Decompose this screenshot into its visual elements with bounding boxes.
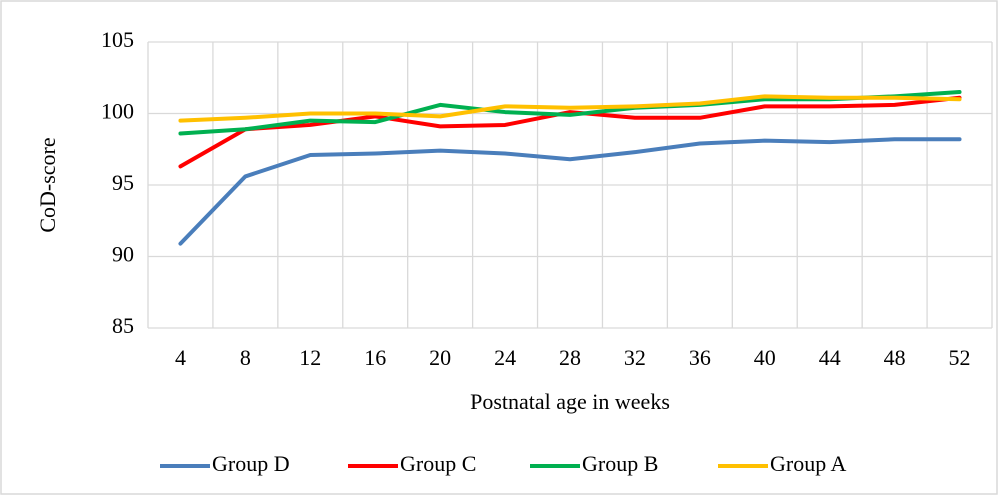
x-tick-label: 20 — [429, 345, 451, 370]
legend-label: Group A — [770, 451, 847, 476]
x-tick-label: 8 — [240, 345, 251, 370]
legend-label: Group B — [582, 451, 658, 476]
y-tick-label: 85 — [112, 313, 134, 338]
x-tick-label: 28 — [559, 345, 581, 370]
x-tick-label: 12 — [299, 345, 321, 370]
x-tick-label: 36 — [689, 345, 711, 370]
x-tick-label: 24 — [494, 345, 516, 370]
legend-label: Group C — [400, 451, 476, 476]
x-tick-label: 52 — [949, 345, 971, 370]
x-tick-label: 16 — [364, 345, 386, 370]
y-tick-label: 105 — [101, 27, 134, 52]
x-tick-label: 32 — [624, 345, 646, 370]
x-tick-label: 44 — [819, 345, 841, 370]
legend-label: Group D — [212, 451, 290, 476]
series-line — [178, 137, 962, 246]
y-tick-label: 95 — [112, 170, 134, 195]
y-tick-label: 90 — [112, 242, 134, 267]
x-tick-label: 4 — [175, 345, 186, 370]
x-tick-label: 40 — [754, 345, 776, 370]
x-axis-label: Postnatal age in weeks — [470, 389, 670, 414]
y-tick-label: 100 — [101, 99, 134, 124]
x-tick-label: 48 — [884, 345, 906, 370]
y-axis-label: CoD-score — [35, 137, 60, 232]
series-line — [178, 95, 962, 169]
series-line — [178, 94, 962, 123]
